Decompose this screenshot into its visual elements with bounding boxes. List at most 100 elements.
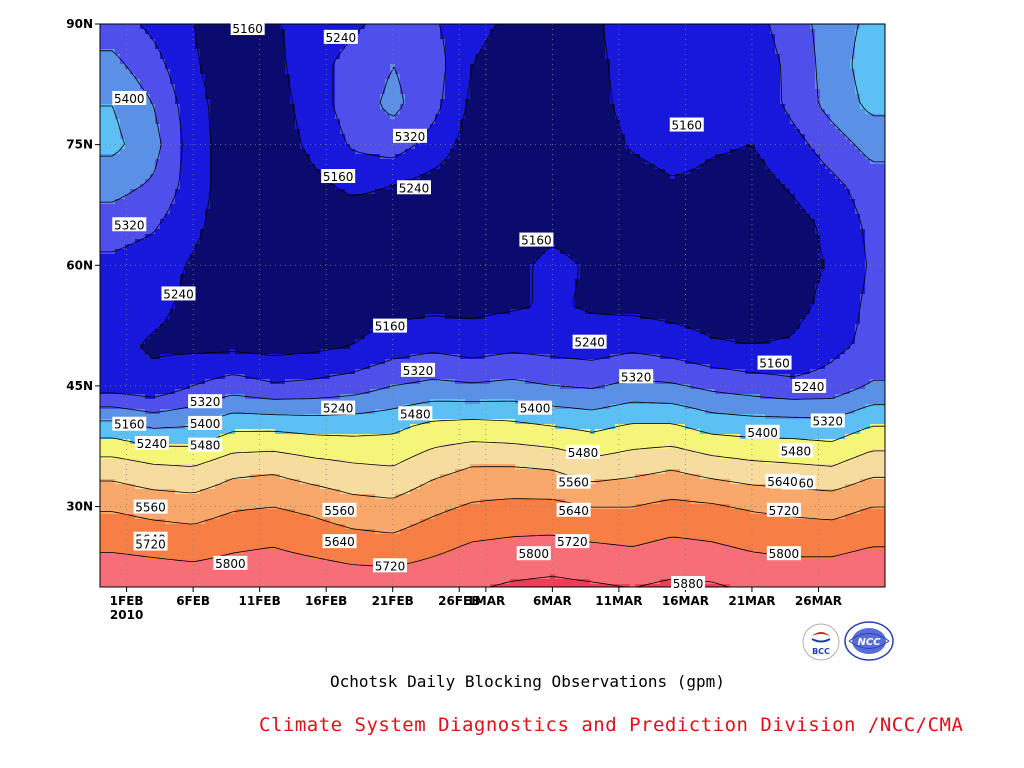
- field-cell: [240, 149, 246, 155]
- field-cell: [200, 159, 206, 165]
- field-cell: [540, 124, 546, 130]
- field-cell: [775, 34, 781, 40]
- field-cell: [620, 174, 626, 180]
- field-cell: [840, 94, 846, 100]
- field-cell: [730, 94, 736, 100]
- field-cell: [755, 169, 761, 175]
- field-cell: [600, 44, 606, 50]
- field-cell: [405, 144, 411, 150]
- field-cell: [145, 144, 151, 150]
- field-cell: [580, 144, 586, 150]
- field-cell: [690, 24, 696, 30]
- field-cell: [805, 124, 811, 130]
- field-cell: [455, 174, 461, 180]
- field-cell: [650, 144, 656, 150]
- field-cell: [365, 49, 371, 55]
- field-cell: [880, 129, 885, 135]
- field-cell: [880, 134, 885, 140]
- field-cell: [415, 119, 421, 125]
- field-cell: [720, 124, 726, 130]
- field-cell: [780, 144, 786, 150]
- field-cell: [510, 49, 516, 55]
- field-cell: [715, 49, 721, 55]
- field-cell: [710, 144, 716, 150]
- field-cell: [710, 114, 716, 120]
- field-cell: [535, 74, 541, 80]
- field-cell: [570, 74, 576, 80]
- field-cell: [795, 109, 801, 115]
- field-cell: [875, 119, 881, 125]
- field-cell: [455, 164, 461, 170]
- field-cell: [620, 69, 626, 75]
- field-cell: [110, 119, 116, 125]
- field-cell: [585, 29, 591, 35]
- field-cell: [265, 109, 271, 115]
- field-cell: [225, 109, 231, 115]
- field-cell: [605, 164, 611, 170]
- field-cell: [480, 179, 486, 185]
- field-cell: [415, 149, 421, 155]
- field-cell: [685, 154, 691, 160]
- field-cell: [125, 164, 131, 170]
- field-cell: [255, 64, 261, 70]
- field-cell: [685, 94, 691, 100]
- field-cell: [145, 104, 151, 110]
- field-cell: [135, 109, 141, 115]
- field-cell: [275, 94, 281, 100]
- field-cell: [460, 64, 466, 70]
- field-cell: [665, 129, 671, 135]
- field-cell: [335, 134, 341, 140]
- field-cell: [315, 154, 321, 160]
- field-cell: [500, 84, 506, 90]
- field-cell: [595, 159, 601, 165]
- field-cell: [235, 34, 241, 40]
- field-cell: [790, 129, 796, 135]
- field-cell: [335, 99, 341, 105]
- field-cell: [425, 94, 431, 100]
- field-cell: [155, 134, 161, 140]
- field-cell: [225, 164, 231, 170]
- field-cell: [720, 114, 726, 120]
- field-cell: [450, 104, 456, 110]
- field-cell: [515, 124, 521, 130]
- field-cell: [315, 54, 321, 60]
- field-cell: [675, 149, 681, 155]
- field-cell: [815, 84, 821, 90]
- field-cell: [600, 29, 606, 35]
- field-cell: [520, 99, 526, 105]
- field-cell: [840, 114, 846, 120]
- field-cell: [645, 164, 651, 170]
- field-cell: [365, 154, 371, 160]
- field-cell: [565, 169, 571, 175]
- field-cell: [190, 39, 196, 45]
- field-cell: [185, 154, 191, 160]
- field-cell: [840, 164, 846, 170]
- field-cell: [135, 119, 141, 125]
- field-cell: [520, 114, 526, 120]
- field-cell: [135, 69, 141, 75]
- field-cell: [670, 29, 676, 35]
- field-cell: [440, 104, 446, 110]
- field-cell: [560, 24, 566, 30]
- field-cell: [370, 129, 376, 135]
- field-cell: [860, 169, 866, 175]
- field-cell: [445, 99, 451, 105]
- field-cell: [595, 169, 601, 175]
- field-cell: [865, 54, 871, 60]
- field-cell: [810, 114, 816, 120]
- field-cell: [375, 69, 381, 75]
- field-cell: [740, 24, 746, 30]
- field-cell: [250, 39, 256, 45]
- field-cell: [505, 49, 511, 55]
- field-cell: [280, 124, 286, 130]
- field-cell: [465, 179, 471, 185]
- field-cell: [505, 64, 511, 70]
- field-cell: [440, 109, 446, 115]
- field-cell: [770, 49, 776, 55]
- field-cell: [680, 89, 686, 95]
- field-cell: [525, 64, 531, 70]
- field-cell: [650, 159, 656, 165]
- field-cell: [875, 114, 881, 120]
- field-cell: [170, 129, 176, 135]
- field-cell: [685, 69, 691, 75]
